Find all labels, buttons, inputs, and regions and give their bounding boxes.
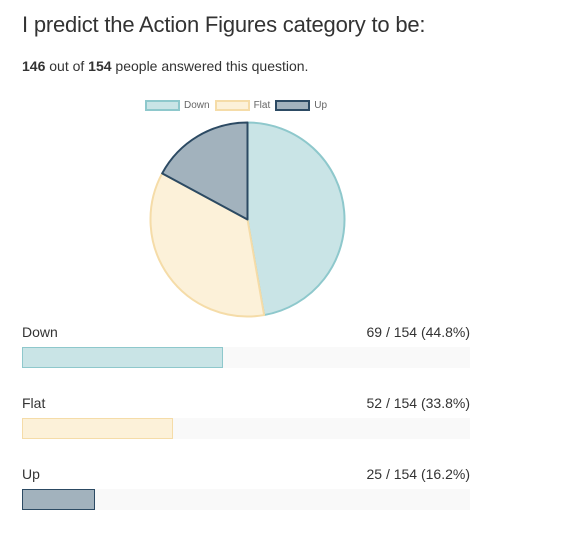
result-row-up: Up 25 / 154 (16.2%) bbox=[22, 466, 470, 526]
result-bar-track-down bbox=[22, 347, 470, 368]
result-bar-flat bbox=[22, 418, 174, 439]
result-bar-track-flat bbox=[22, 418, 470, 439]
response-summary: 146 out of 154 people answered this ques… bbox=[22, 58, 308, 74]
pie-slice-down[interactable] bbox=[246, 121, 346, 317]
legend-swatch-down bbox=[145, 99, 180, 111]
result-bar-down bbox=[22, 347, 223, 368]
out-of-text: out of bbox=[49, 58, 85, 74]
legend-item-up[interactable]: Up bbox=[275, 99, 328, 111]
total-count: 154 bbox=[88, 58, 112, 74]
question-title: I predict the Action Figures category to… bbox=[22, 12, 426, 37]
result-bar-track-up bbox=[22, 489, 470, 510]
legend-label-flat: Flat bbox=[253, 99, 271, 111]
result-count-flat: 52 / 154 (33.8%) bbox=[366, 395, 470, 411]
people-text: people answered this question. bbox=[115, 58, 309, 74]
legend-swatch-flat bbox=[214, 99, 250, 111]
answered-count: 146 bbox=[22, 58, 46, 74]
result-label-flat: Flat bbox=[22, 395, 46, 411]
result-count-down: 69 / 154 (44.8%) bbox=[366, 324, 470, 340]
result-count-up: 25 / 154 (16.2%) bbox=[366, 466, 470, 482]
pie-chart bbox=[149, 121, 346, 318]
legend-label-up: Up bbox=[314, 99, 328, 111]
result-label-down: Down bbox=[22, 324, 58, 340]
result-row-down: Down 69 / 154 (44.8%) bbox=[22, 324, 470, 384]
legend-label-down: Down bbox=[184, 99, 210, 111]
legend-swatch-up bbox=[275, 99, 311, 111]
result-bar-up bbox=[22, 489, 95, 510]
pie-slice-up[interactable] bbox=[161, 121, 249, 221]
pie-slice-flat[interactable] bbox=[149, 172, 266, 318]
legend-item-flat[interactable]: Flat bbox=[214, 99, 271, 111]
result-row-flat: Flat 52 / 154 (33.8%) bbox=[22, 395, 470, 455]
result-label-up: Up bbox=[22, 466, 40, 482]
legend-item-down[interactable]: Down bbox=[145, 99, 210, 111]
chart-legend: Down Flat Up bbox=[145, 97, 332, 113]
